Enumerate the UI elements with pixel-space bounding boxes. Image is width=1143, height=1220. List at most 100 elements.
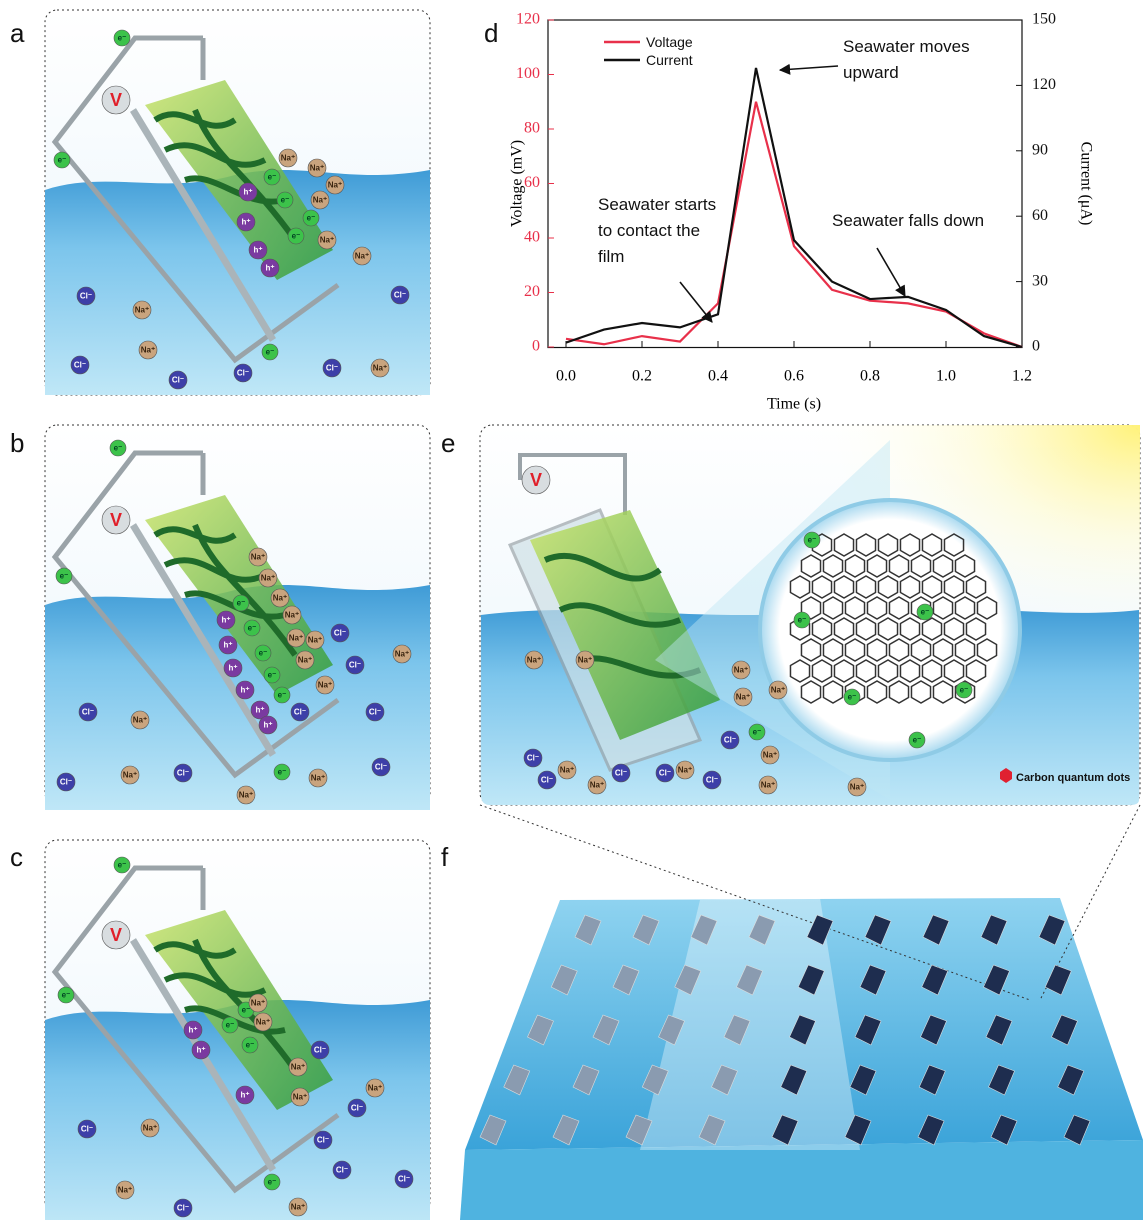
ion-label: e⁻ — [266, 348, 275, 357]
ion-label: Na⁺ — [560, 766, 574, 775]
panel-label: c — [10, 842, 23, 872]
ion-label: e⁻ — [259, 649, 268, 658]
y2-tick-label: 90 — [1032, 141, 1048, 158]
ion-label: Cl⁻ — [81, 1125, 93, 1134]
ion-label: h⁺ — [255, 706, 264, 715]
ion-label: h⁺ — [263, 721, 272, 730]
ion-label: Na⁺ — [308, 636, 322, 645]
ion-label: h⁺ — [265, 264, 274, 273]
ion-label: Na⁺ — [123, 771, 137, 780]
ion-label: Cl⁻ — [527, 754, 539, 763]
x-tick-label: 0.4 — [708, 368, 728, 385]
ion-label: h⁺ — [196, 1046, 205, 1055]
ion-label: h⁺ — [240, 686, 249, 695]
figure: Carbon quantum dots a b c d e f e⁻ e⁻ e⁻ Vh… — [0, 0, 1143, 1220]
y-tick-label: 0 — [532, 338, 540, 355]
legend-label: Current — [646, 52, 693, 68]
y-tick-label: 80 — [524, 120, 540, 137]
ion-label: Na⁺ — [291, 1203, 305, 1212]
legend-label: Carbon quantum dots — [1016, 772, 1130, 784]
panel-label: a — [10, 18, 25, 48]
ion-label: Na⁺ — [771, 686, 785, 695]
ion-label: Cl⁻ — [294, 708, 306, 717]
ion-label: Cl⁻ — [177, 1204, 189, 1213]
ion-label: Cl⁻ — [334, 629, 346, 638]
ion-label: Cl⁻ — [659, 769, 671, 778]
ion-label: Na⁺ — [678, 766, 692, 775]
annotation-arrow — [780, 66, 838, 70]
ion-label: e⁻ — [913, 736, 922, 745]
ion-label: Cl⁻ — [724, 736, 736, 745]
annotation: Seawater moves — [843, 37, 970, 56]
ion-label: Na⁺ — [118, 1186, 132, 1195]
ion-label: Na⁺ — [355, 252, 369, 261]
panel-label: f — [441, 842, 449, 872]
y2-tick-label: 0 — [1032, 338, 1040, 355]
ion-label: e⁻ — [278, 768, 287, 777]
panel-label: b — [10, 428, 24, 458]
ion-label: h⁺ — [241, 218, 250, 227]
ion-label: h⁺ — [223, 641, 232, 650]
ion-label: e⁻ — [307, 214, 316, 223]
ion-label: Na⁺ — [373, 364, 387, 373]
ion-label: Na⁺ — [251, 999, 265, 1008]
ion-label: V — [530, 470, 542, 490]
ion-label: Na⁺ — [251, 553, 265, 562]
ion-label: e⁻ — [226, 1021, 235, 1030]
ion-label: Cl⁻ — [349, 661, 361, 670]
panel-label: d — [484, 18, 498, 48]
y2-tick-label: 30 — [1032, 272, 1048, 289]
ion-label: Na⁺ — [285, 611, 299, 620]
ion-label: Na⁺ — [328, 181, 342, 190]
ion-label: Cl⁻ — [237, 369, 249, 378]
y-axis-label: Voltage (mV) — [509, 140, 526, 227]
ion-label: Na⁺ — [311, 774, 325, 783]
ion-label: Cl⁻ — [369, 708, 381, 717]
panel-e-illustration: Carbon quantum dots — [480, 425, 1140, 805]
ion-label: Cl⁻ — [375, 763, 387, 772]
y2-axis-label: Current (μA) — [1077, 142, 1094, 226]
ion-label: Na⁺ — [734, 666, 748, 675]
y-tick-label: 20 — [524, 283, 540, 300]
ion-label: Na⁺ — [141, 346, 155, 355]
ion-label: Cl⁻ — [60, 778, 72, 787]
ion-label: h⁺ — [240, 1091, 249, 1100]
ion-label: e⁻ — [268, 1178, 277, 1187]
y2-tick-label: 120 — [1032, 76, 1056, 93]
ion-label: e⁻ — [798, 616, 807, 625]
ion-label: Cl⁻ — [314, 1046, 326, 1055]
ion-label: e⁻ — [246, 1041, 255, 1050]
ion-label: Cl⁻ — [326, 364, 338, 373]
y2-tick-label: 150 — [1032, 11, 1056, 28]
x-axis-label: Time (s) — [767, 396, 821, 413]
ion-label: Na⁺ — [590, 781, 604, 790]
ion-label: e⁻ — [62, 991, 71, 1000]
ion-label: Na⁺ — [763, 751, 777, 760]
ion-label: h⁺ — [221, 616, 230, 625]
panel-label: e — [441, 428, 455, 458]
ion-label: Na⁺ — [261, 574, 275, 583]
ion-label: Na⁺ — [313, 196, 327, 205]
annotation: film — [598, 247, 624, 266]
ion-label: Na⁺ — [736, 693, 750, 702]
y2-tick-label: 60 — [1032, 207, 1048, 224]
ion-label: Na⁺ — [318, 681, 332, 690]
panel-f-illustration — [460, 805, 1143, 1220]
ion-label: Na⁺ — [293, 1093, 307, 1102]
ion-label: V — [110, 510, 122, 530]
ion-label: Cl⁻ — [172, 376, 184, 385]
ion-label: Na⁺ — [368, 1084, 382, 1093]
ion-label: e⁻ — [808, 536, 817, 545]
ion-label: Cl⁻ — [74, 361, 86, 370]
ion-label: h⁺ — [243, 188, 252, 197]
ion-label: Cl⁻ — [80, 292, 92, 301]
ion-label: e⁻ — [753, 728, 762, 737]
annotation-arrow — [680, 282, 712, 322]
annotation: Seawater starts — [598, 195, 716, 214]
ion-label: Na⁺ — [281, 154, 295, 163]
ion-label: Cl⁻ — [706, 776, 718, 785]
ion-label: Cl⁻ — [336, 1166, 348, 1175]
ion-label: V — [110, 925, 122, 945]
ion-label: e⁻ — [237, 599, 246, 608]
y-tick-label: 40 — [524, 229, 540, 246]
